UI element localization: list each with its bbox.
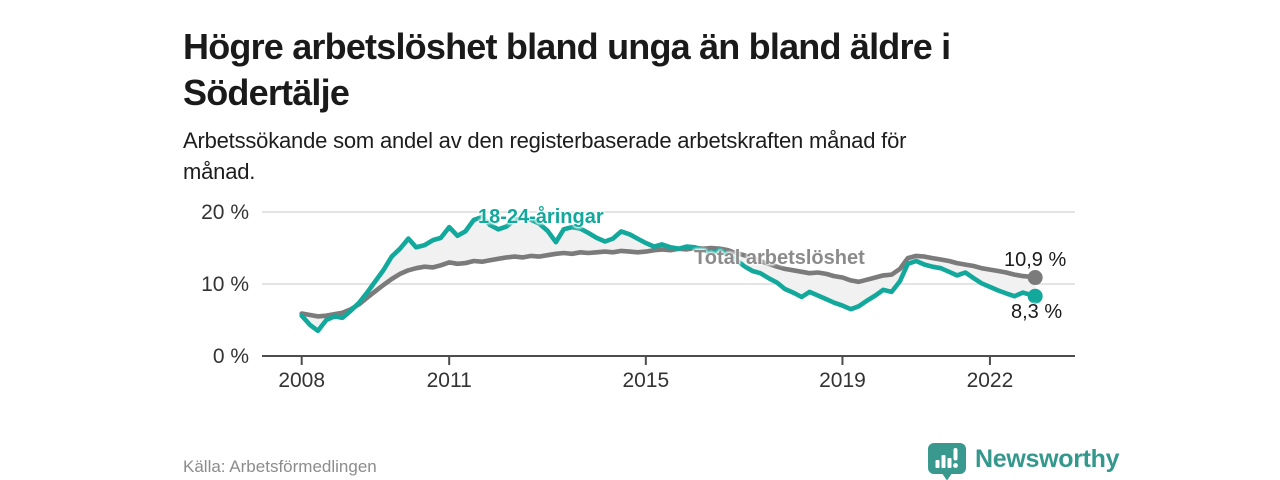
subtitle-line-1: Arbetssökande som andel av den registerb… xyxy=(183,128,907,153)
title-line-2: Södertälje xyxy=(183,72,350,114)
y-tick-label-0: 0 % xyxy=(213,345,249,368)
series-label-young: 18-24-åringar xyxy=(478,206,604,228)
x-tick-label-2011: 2011 xyxy=(427,369,472,392)
line-18-24-aringar xyxy=(299,214,1038,334)
chart-subtitle: Arbetssökande som andel av den registerb… xyxy=(183,125,1083,187)
x-tick-label-2015: 2015 xyxy=(622,369,669,392)
x-tick-label-2008: 2008 xyxy=(278,369,325,392)
end-value-young: 8,3 % xyxy=(1011,301,1063,323)
subtitle-line-2: månad. xyxy=(183,159,256,184)
y-tick-label-20: 20 % xyxy=(201,201,249,224)
source-credit: Källa: Arbetsförmedlingen xyxy=(183,457,377,476)
fill-between-series xyxy=(301,217,1036,331)
x-tick-label-2022: 2022 xyxy=(967,369,1014,392)
end-dot-young xyxy=(1027,288,1043,304)
bar-chart-bubble-icon xyxy=(928,443,966,480)
y-tick-label-10: 10 % xyxy=(201,273,249,296)
newsworthy-wordmark: Newsworthy xyxy=(975,445,1120,473)
x-tick-label-2019: 2019 xyxy=(819,369,866,392)
newsworthy-logo: Newsworthy xyxy=(928,443,1120,480)
line-total-arbetsloshet xyxy=(299,245,1038,319)
series-label-total: Total arbetslöshet xyxy=(694,247,865,269)
end-value-total: 10,9 % xyxy=(1004,249,1067,271)
page-title: Högre arbetslöshet bland unga än bland ä… xyxy=(183,24,1133,116)
title-line-1: Högre arbetslöshet bland unga än bland ä… xyxy=(183,26,951,68)
end-dot-total xyxy=(1027,270,1043,286)
